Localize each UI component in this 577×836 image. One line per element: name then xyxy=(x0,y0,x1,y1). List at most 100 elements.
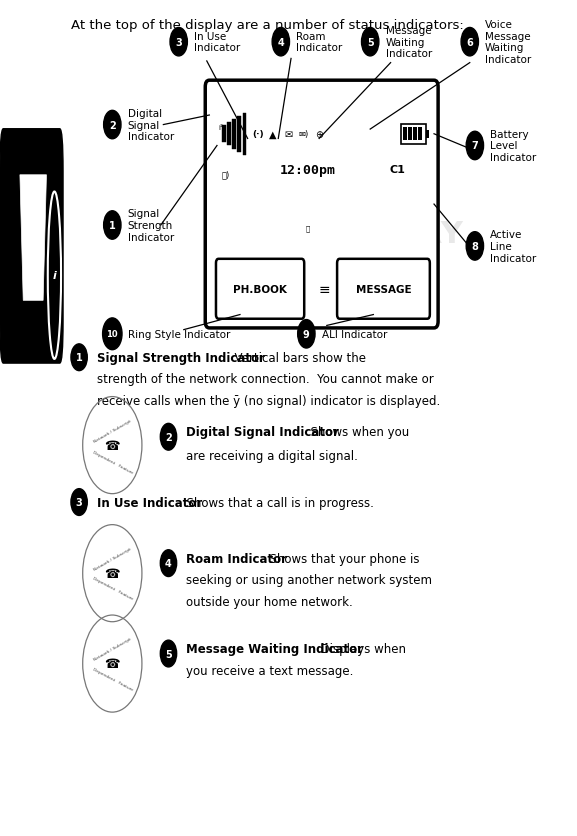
Bar xyxy=(242,114,246,155)
Text: i: i xyxy=(53,271,57,281)
Bar xyxy=(237,117,241,152)
Text: 3: 3 xyxy=(175,38,182,48)
Circle shape xyxy=(160,424,177,451)
Text: PRELIMINARY: PRELIMINARY xyxy=(231,220,463,248)
Text: Displays when: Displays when xyxy=(313,642,406,655)
Text: ☎: ☎ xyxy=(104,657,120,670)
Text: 1: 1 xyxy=(76,353,83,363)
Text: ✉): ✉) xyxy=(299,130,309,139)
FancyBboxPatch shape xyxy=(205,81,438,329)
Text: ☎: ☎ xyxy=(104,439,120,452)
Text: Digital Signal Indicator: Digital Signal Indicator xyxy=(186,426,339,439)
Circle shape xyxy=(272,28,290,57)
Text: Signal
Strength
Indicator: Signal Strength Indicator xyxy=(128,209,174,242)
Text: Dependent   Feature: Dependent Feature xyxy=(92,576,133,601)
Text: Shows when you: Shows when you xyxy=(303,426,409,439)
Text: 5: 5 xyxy=(165,649,172,659)
Text: 2: 2 xyxy=(165,432,172,442)
Polygon shape xyxy=(20,176,46,301)
Circle shape xyxy=(170,28,188,57)
Text: 10: 10 xyxy=(107,330,118,339)
Text: Roam
Indicator: Roam Indicator xyxy=(296,32,342,54)
Text: seeking or using another network system: seeking or using another network system xyxy=(186,573,432,587)
Text: At the top of the display are a number of status indicators:: At the top of the display are a number o… xyxy=(72,19,464,33)
Circle shape xyxy=(160,640,177,667)
Text: 2: 2 xyxy=(109,120,115,130)
Bar xyxy=(403,128,407,141)
Text: 8: 8 xyxy=(471,242,478,252)
Text: Signal Strength Indicator: Signal Strength Indicator xyxy=(97,351,265,364)
Text: Active
Line
Indicator: Active Line Indicator xyxy=(490,230,537,263)
Bar xyxy=(426,130,429,139)
Text: Dependent   Feature: Dependent Feature xyxy=(92,450,133,475)
Text: Battery
Level
Indicator: Battery Level Indicator xyxy=(490,130,537,163)
Text: Network / Subscript: Network / Subscript xyxy=(93,418,132,443)
Bar xyxy=(401,125,426,145)
Bar xyxy=(408,128,412,141)
Text: Ring Style Indicator: Ring Style Indicator xyxy=(128,329,230,339)
Text: 5: 5 xyxy=(367,38,373,48)
Text: In Use
Indicator: In Use Indicator xyxy=(194,32,240,54)
Text: MESSAGE: MESSAGE xyxy=(355,284,411,294)
Text: ALI Indicator: ALI Indicator xyxy=(322,329,387,339)
Circle shape xyxy=(104,111,121,140)
Text: ▲: ▲ xyxy=(269,130,277,140)
Circle shape xyxy=(71,489,87,516)
Text: 🔔): 🔔) xyxy=(222,170,230,179)
Text: 9: 9 xyxy=(303,329,310,339)
Text: 4: 4 xyxy=(278,38,284,48)
Text: strength of the network connection.  You cannot make or: strength of the network connection. You … xyxy=(97,373,434,386)
Text: Learning to Use Your Phone: Learning to Use Your Phone xyxy=(32,436,42,600)
Circle shape xyxy=(103,319,122,350)
Circle shape xyxy=(466,132,484,161)
Text: ⏬: ⏬ xyxy=(306,225,310,232)
Text: 12:00pm: 12:00pm xyxy=(280,164,336,176)
Text: (·): (·) xyxy=(252,130,264,139)
Text: Message
Waiting
Indicator: Message Waiting Indicator xyxy=(385,26,432,59)
Text: 6: 6 xyxy=(466,38,473,48)
Text: PH.BOOK: PH.BOOK xyxy=(233,284,287,294)
Text: 3: 3 xyxy=(76,497,83,507)
Text: outside your home network.: outside your home network. xyxy=(186,595,353,609)
Circle shape xyxy=(71,344,87,371)
Text: i²: i² xyxy=(219,125,223,131)
Text: you receive a text message.: you receive a text message. xyxy=(186,664,354,677)
Circle shape xyxy=(461,28,478,57)
Text: C1: C1 xyxy=(389,166,405,176)
Circle shape xyxy=(298,320,315,349)
Circle shape xyxy=(362,28,379,57)
Text: are receiving a digital signal.: are receiving a digital signal. xyxy=(186,449,358,462)
Circle shape xyxy=(48,192,61,359)
Bar xyxy=(222,126,226,143)
Text: Network / Subscript: Network / Subscript xyxy=(93,636,132,661)
Text: Network / Subscript: Network / Subscript xyxy=(93,546,132,571)
Text: In Use Indicator: In Use Indicator xyxy=(97,496,203,509)
Circle shape xyxy=(104,212,121,240)
Text: receive calls when the ȳ (no signal) indicator is displayed.: receive calls when the ȳ (no signal) ind… xyxy=(97,395,440,408)
Text: Dependent   Feature: Dependent Feature xyxy=(92,666,133,691)
Bar xyxy=(233,120,236,150)
Text: Voice
Message
Waiting
Indicator: Voice Message Waiting Indicator xyxy=(485,20,531,65)
Circle shape xyxy=(160,550,177,577)
Text: ≡: ≡ xyxy=(318,283,329,297)
Text: Shows that a call is in progress.: Shows that a call is in progress. xyxy=(179,496,373,509)
Text: 1: 1 xyxy=(109,221,115,231)
Text: Digital
Signal
Indicator: Digital Signal Indicator xyxy=(128,109,174,142)
Bar xyxy=(418,128,422,141)
Text: ✉: ✉ xyxy=(284,130,293,140)
Text: ⊕: ⊕ xyxy=(315,130,323,140)
Text: 24: 24 xyxy=(24,804,43,818)
FancyBboxPatch shape xyxy=(0,130,63,364)
Text: 4: 4 xyxy=(165,558,172,568)
FancyBboxPatch shape xyxy=(216,259,304,319)
Bar xyxy=(227,123,231,146)
Bar xyxy=(413,128,417,141)
Circle shape xyxy=(466,232,484,261)
Text: 7: 7 xyxy=(471,141,478,151)
Text: Shows that your phone is: Shows that your phone is xyxy=(262,552,419,565)
Text: Roam Indicator: Roam Indicator xyxy=(186,552,287,565)
Text: ☎: ☎ xyxy=(104,567,120,580)
Text: Vertical bars show the: Vertical bars show the xyxy=(227,351,366,364)
FancyBboxPatch shape xyxy=(337,259,430,319)
Text: Message Waiting Indicator: Message Waiting Indicator xyxy=(186,642,364,655)
